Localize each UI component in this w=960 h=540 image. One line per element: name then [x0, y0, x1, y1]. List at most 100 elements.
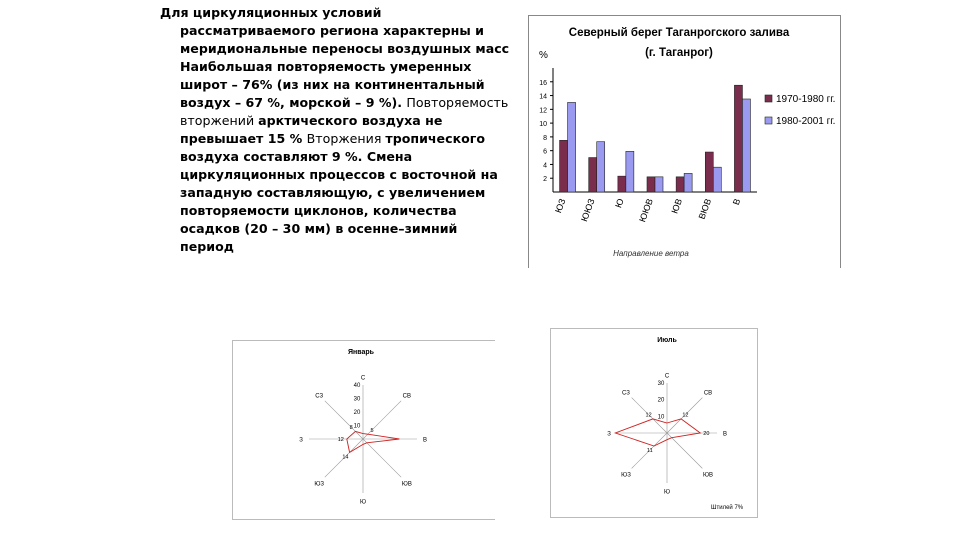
- radar-axis: [324, 438, 364, 478]
- value-label: 20: [703, 431, 709, 437]
- value-label: 14: [342, 455, 348, 461]
- indented-block: рассматриваемого региона характерны и ме…: [160, 22, 516, 256]
- y-tick-label: 8: [543, 135, 547, 142]
- radar-axis: [631, 397, 668, 434]
- text-line-3: меридиональные переносы воздушных масс: [180, 41, 510, 56]
- text-line-6: воздух – 67 %, морской – 9 %).: [180, 95, 407, 110]
- bar: [588, 157, 598, 193]
- direction-label: В: [723, 432, 727, 438]
- value-label: 8: [350, 425, 353, 431]
- radar-axis: [362, 400, 402, 440]
- radial-tick-label: 20: [658, 398, 665, 404]
- radial-tick-label: 30: [658, 381, 665, 387]
- wind-rose-polygon: [346, 430, 400, 454]
- text-line-14: период: [180, 239, 234, 254]
- direction-label: СЗ: [622, 390, 630, 396]
- direction-label: СВ: [403, 394, 411, 400]
- direction-label: ЮЗ: [621, 473, 631, 479]
- figure-border: [840, 16, 841, 268]
- text-line-4: Наибольшая повторяемость умеренных: [180, 59, 472, 74]
- direction-label: ЮВ: [402, 481, 412, 487]
- y-tick-label: 16: [539, 80, 547, 87]
- value-label: 11: [647, 448, 653, 454]
- chart-subtitle: (г. Таганрог): [645, 47, 713, 59]
- bar: [742, 98, 751, 193]
- radar-chart-january: Январь С СВ В ЮВ Ю ЮЗ З СЗ 10 20 30 40 5 14 12 8: [299, 349, 427, 506]
- x-axis-label: Направление ветра: [613, 249, 689, 258]
- text-line-2: рассматриваемого региона характерны и: [180, 23, 484, 38]
- wind-rose-polygon: [613, 418, 702, 447]
- text-line-6b: Повторяемость: [406, 95, 509, 110]
- bar: [596, 141, 606, 193]
- calm-note: Штилей 7%: [711, 504, 744, 511]
- radar-title: Январь: [348, 349, 375, 356]
- y-tick-label: 6: [543, 149, 547, 156]
- y-axis-label: %: [539, 50, 548, 61]
- bar: [712, 166, 722, 193]
- bar: [675, 176, 685, 193]
- direction-label: З: [607, 432, 611, 438]
- radial-tick-label: 30: [354, 397, 361, 403]
- chart-title: Северный берег Таганрогского залива: [569, 27, 790, 39]
- text-line-8b: Вторжения: [306, 131, 386, 146]
- radar-axis: [666, 432, 703, 469]
- text-line-13: осадков (20 – 30 мм) в осенне–зимний: [180, 221, 458, 236]
- text-line-1: Для циркуляционных условий: [160, 5, 382, 20]
- radar-axis: [666, 397, 703, 434]
- value-label: 12: [646, 413, 652, 419]
- text-line-8c: тропического: [385, 131, 485, 146]
- legend-swatch: [764, 116, 773, 125]
- text-line-11: западную составляющую, с увеличением: [180, 185, 486, 200]
- category-label: В: [731, 197, 742, 206]
- bar: [704, 151, 714, 193]
- radar-axis: [324, 400, 364, 440]
- bar: [683, 173, 693, 193]
- text-line-8: превышает 15 %: [180, 131, 307, 146]
- bar: [559, 140, 568, 193]
- bar: [617, 175, 627, 193]
- y-tick-label: 2: [543, 176, 547, 183]
- category-label: ЮЗ: [553, 197, 567, 214]
- y-tick-label: 14: [539, 94, 547, 101]
- text-line-9: воздуха составляют 9 %. Смена: [180, 149, 413, 164]
- category-label: ВЮВ: [697, 197, 714, 220]
- value-label: 5: [370, 428, 373, 434]
- radial-tick-label: 20: [354, 410, 361, 416]
- bar-chart: Северный берег Таганрогского залива (г. …: [539, 27, 835, 258]
- y-tick-label: 4: [543, 162, 547, 169]
- value-label: 12: [338, 437, 344, 443]
- value-label: 12: [682, 413, 688, 419]
- category-label: ЮЮВ: [637, 197, 655, 223]
- direction-label: В: [423, 438, 427, 444]
- direction-label: З: [299, 438, 303, 444]
- direction-label: С: [665, 374, 670, 380]
- text-line-10: циркуляционных процессов с восточной на: [180, 167, 498, 182]
- direction-label: ЮЗ: [314, 481, 324, 487]
- text-line-7: вторжений: [180, 113, 259, 128]
- bar: [567, 102, 576, 193]
- text-line-5: широт – 76% (из них на континентальный: [180, 77, 485, 92]
- text-line-7b: арктического воздуха не: [258, 113, 443, 128]
- category-label: ЮЮЗ: [579, 197, 596, 223]
- description-paragraph: Для циркуляционных условий рассматриваем…: [160, 4, 516, 256]
- legend-label: 1980-2001 гг.: [776, 116, 835, 127]
- radar-chart-july: Июль Штилей 7% С СВ В ЮВ Ю ЮЗ З СЗ 10 20 30 12 20 11 1…: [607, 337, 744, 511]
- radar-axis: [631, 432, 668, 469]
- text-line-12: повторяемости циклонов, количества: [180, 203, 457, 218]
- direction-label: Ю: [360, 500, 366, 506]
- radial-tick-label: 40: [354, 383, 361, 389]
- y-tick-label: 10: [539, 121, 547, 128]
- wind-rose-january: Январь С СВ В ЮВ Ю ЮЗ З СЗ 10 20 30 40 5 14 12 8: [232, 340, 495, 520]
- legend-swatch: [764, 94, 773, 103]
- radar-axis: [362, 438, 402, 478]
- bar: [654, 176, 664, 193]
- direction-label: Ю: [664, 490, 670, 496]
- bar: [734, 84, 743, 193]
- category-label: Ю: [613, 197, 626, 209]
- legend-label: 1970-1980 гг.: [776, 94, 835, 105]
- direction-label: СЗ: [315, 394, 323, 400]
- radial-tick-label: 10: [354, 424, 361, 430]
- bar: [646, 176, 656, 193]
- direction-label: СВ: [704, 390, 712, 396]
- radar-title: Июль: [657, 337, 677, 344]
